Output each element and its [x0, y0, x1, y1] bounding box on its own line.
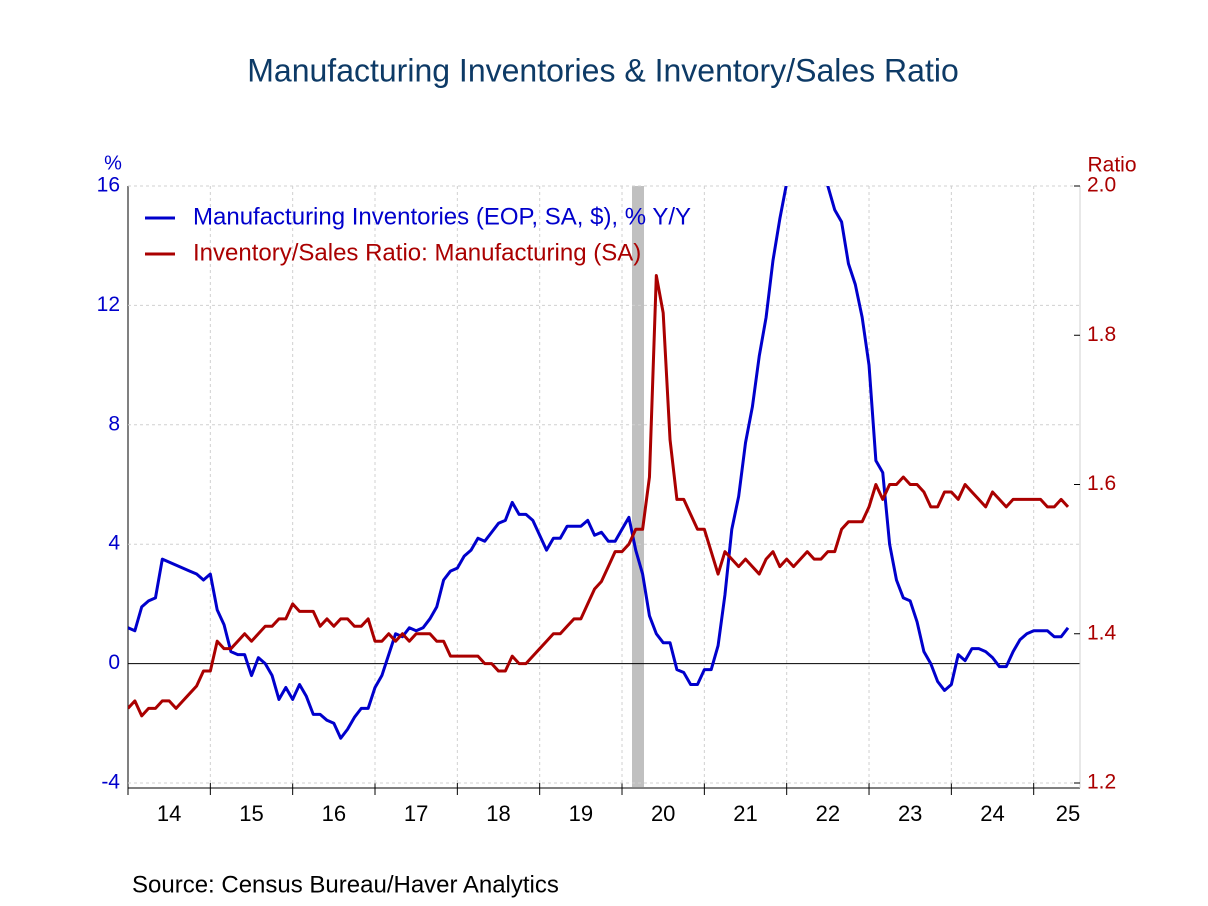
y2-tick-label: 1.4 — [1087, 621, 1117, 644]
y-tick-label: 8 — [108, 412, 120, 435]
y-tick-label: 16 — [97, 174, 120, 197]
y-tick-label: 4 — [108, 532, 120, 555]
y-axis-label: % — [104, 152, 122, 174]
y2-tick-label: 1.2 — [1087, 771, 1116, 794]
legend-label: Manufacturing Inventories (EOP, SA, $), … — [193, 203, 691, 230]
x-tick-label: 25 — [1056, 801, 1080, 826]
x-tick-label: 19 — [569, 801, 593, 826]
x-tick-label: 16 — [322, 801, 346, 826]
source-note: Source: Census Bureau/Haver Analytics — [132, 871, 559, 898]
y-tick-label: 0 — [108, 651, 120, 674]
chart-title: Manufacturing Inventories & Inventory/Sa… — [247, 52, 958, 88]
y2-tick-label: 1.6 — [1087, 472, 1116, 495]
y2-tick-label: 2.0 — [1087, 174, 1116, 197]
x-tick-label: 20 — [651, 801, 675, 826]
x-tick-label: 24 — [980, 801, 1004, 826]
x-tick-label: 23 — [898, 801, 922, 826]
x-tick-label: 22 — [816, 801, 840, 826]
y-tick-label: -4 — [101, 771, 120, 794]
series-line — [128, 274, 1070, 718]
x-tick-label: 21 — [733, 801, 757, 826]
y2-tick-label: 1.8 — [1087, 323, 1116, 346]
x-tick-label: 15 — [239, 801, 263, 826]
legend-label: Inventory/Sales Ratio: Manufacturing (SA… — [193, 239, 641, 266]
x-tick-label: 18 — [486, 801, 510, 826]
recession-shade — [632, 186, 644, 787]
y2-axis-label: Ratio — [1087, 154, 1136, 177]
x-tick-label: 17 — [404, 801, 428, 826]
series-line — [128, 186, 1070, 740]
plot-lines — [128, 186, 1070, 740]
x-tick-label: 14 — [157, 801, 181, 826]
y-tick-label: 12 — [97, 293, 120, 316]
